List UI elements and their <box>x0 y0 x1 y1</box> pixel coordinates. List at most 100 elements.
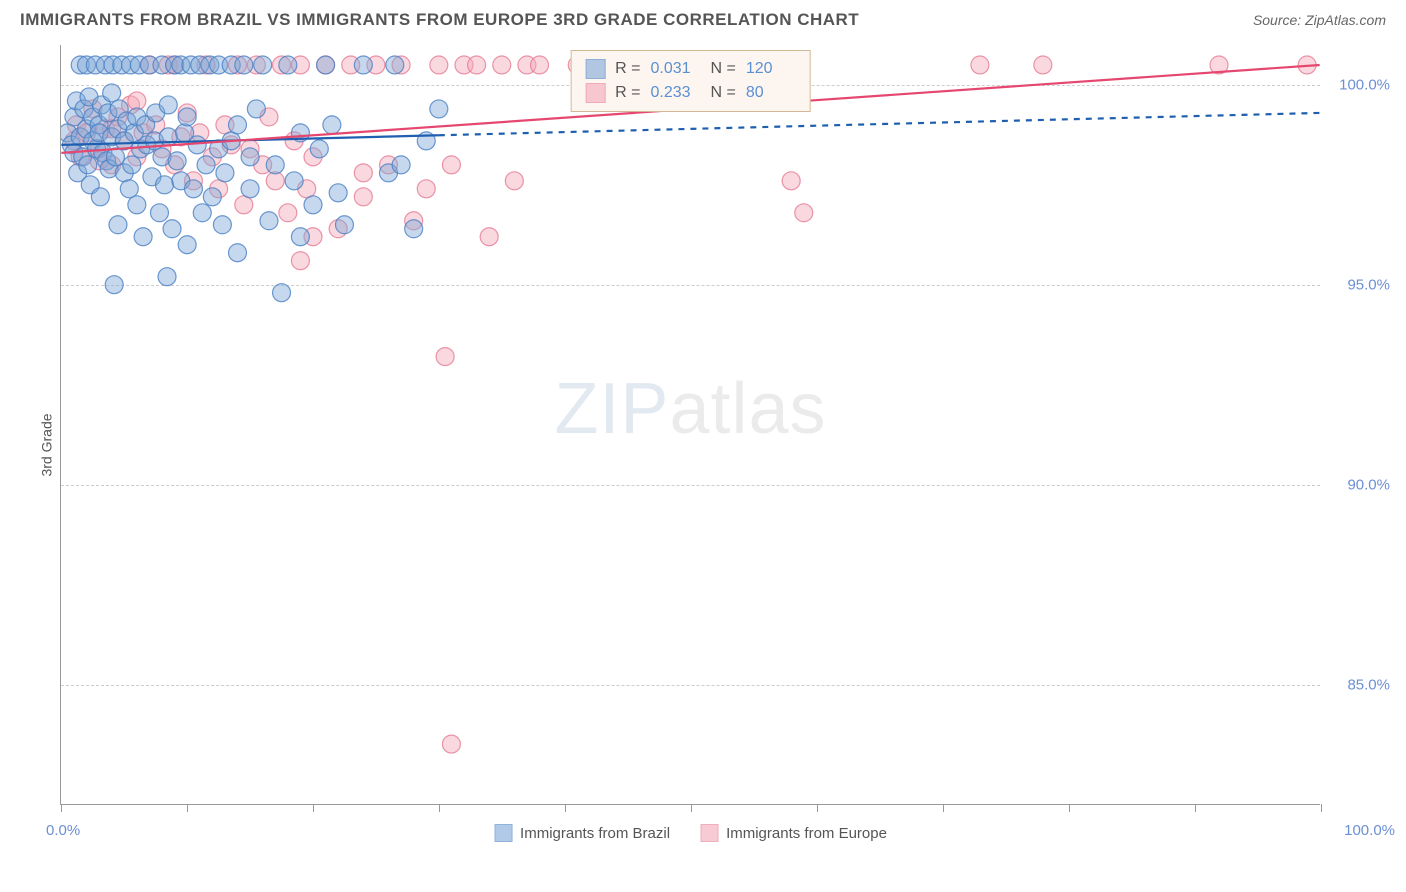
europe-point <box>285 132 303 150</box>
x-axis-max-label: 100.0% <box>1344 822 1395 839</box>
legend-item: Immigrants from Brazil <box>494 824 670 842</box>
europe-point <box>518 56 536 74</box>
x-axis-min-label: 0.0% <box>46 822 80 839</box>
brazil-point <box>260 212 278 230</box>
chart-source: Source: ZipAtlas.com <box>1253 12 1386 28</box>
brazil-point <box>93 96 111 114</box>
brazil-point <box>172 172 190 190</box>
europe-point <box>90 152 108 170</box>
europe-point <box>442 156 460 174</box>
brazil-point <box>354 56 372 74</box>
brazil-point <box>128 196 146 214</box>
brazil-point <box>184 180 202 198</box>
legend-n-label: N = <box>711 84 736 102</box>
y-tick-label: 90.0% <box>1347 477 1390 494</box>
brazil-point <box>88 140 106 158</box>
brazil-point <box>75 100 93 118</box>
europe-point <box>455 56 473 74</box>
europe-point <box>191 124 209 142</box>
y-tick-label: 85.0% <box>1347 677 1390 694</box>
europe-point <box>90 140 108 158</box>
brazil-point <box>84 132 102 150</box>
brazil-point <box>203 188 221 206</box>
brazil-point <box>125 124 143 142</box>
chart-title: IMMIGRANTS FROM BRAZIL VS IMMIGRANTS FRO… <box>20 10 859 30</box>
brazil-point <box>137 116 155 134</box>
brazil-point <box>78 120 96 138</box>
legend-stats-row: R =0.031N =120 <box>585 57 796 81</box>
brazil-point <box>229 244 247 262</box>
brazil-point <box>91 188 109 206</box>
europe-point <box>140 56 158 74</box>
europe-point <box>159 56 177 74</box>
brazil-point <box>120 180 138 198</box>
europe-point <box>782 172 800 190</box>
brazil-point <box>122 56 140 74</box>
brazil-point <box>159 96 177 114</box>
brazil-point <box>216 164 234 182</box>
watermark-atlas: atlas <box>669 369 826 449</box>
legend-item-label: Immigrants from Europe <box>726 825 887 842</box>
brazil-point <box>386 56 404 74</box>
brazil-point <box>130 56 148 74</box>
europe-point <box>241 140 259 158</box>
europe-point <box>122 96 140 114</box>
brazil-point <box>323 116 341 134</box>
europe-point <box>405 212 423 230</box>
europe-point <box>342 56 360 74</box>
europe-point <box>304 148 322 166</box>
europe-point <box>971 56 989 74</box>
watermark: ZIPatlas <box>554 368 826 450</box>
brazil-point <box>210 56 228 74</box>
trend-lines-layer <box>61 45 1320 804</box>
brazil-point <box>178 236 196 254</box>
europe-point <box>210 180 228 198</box>
brazil-point <box>222 132 240 150</box>
brazil-point <box>222 56 240 74</box>
brazil-point <box>178 108 196 126</box>
europe-point <box>329 220 347 238</box>
legend-n-label: N = <box>711 60 736 78</box>
europe-point <box>178 104 196 122</box>
europe-point <box>84 100 102 118</box>
europe-point <box>480 228 498 246</box>
brazil-point <box>140 56 158 74</box>
brazil-trendline-dashed <box>439 113 1320 135</box>
gridline <box>61 285 1320 286</box>
brazil-point <box>145 132 163 150</box>
europe-point <box>96 120 114 138</box>
brazil-point <box>147 104 165 122</box>
brazil-point <box>229 116 247 134</box>
europe-point <box>1298 56 1316 74</box>
europe-point <box>291 252 309 270</box>
brazil-point <box>392 156 410 174</box>
gridline <box>61 685 1320 686</box>
brazil-point <box>100 160 118 178</box>
brazil-point <box>103 84 121 102</box>
brazil-point <box>79 156 97 174</box>
europe-point <box>1210 56 1228 74</box>
brazil-point <box>163 220 181 238</box>
brazil-point <box>65 144 83 162</box>
brazil-point <box>168 152 186 170</box>
brazil-point <box>172 56 190 74</box>
brazil-point <box>335 216 353 234</box>
europe-point <box>380 156 398 174</box>
brazil-point <box>201 56 219 74</box>
europe-point <box>134 124 152 142</box>
legend-swatch-icon <box>494 824 512 842</box>
europe-point <box>103 120 121 138</box>
brazil-point <box>98 152 116 170</box>
brazil-point <box>254 56 272 74</box>
brazil-point <box>213 216 231 234</box>
brazil-point <box>90 124 108 142</box>
brazil-point <box>197 156 215 174</box>
europe-point <box>184 172 202 190</box>
brazil-point <box>241 180 259 198</box>
brazil-point <box>71 56 89 74</box>
brazil-point <box>123 156 141 174</box>
brazil-point <box>110 100 128 118</box>
brazil-point <box>150 204 168 222</box>
brazil-point <box>128 108 146 126</box>
x-tick <box>691 804 692 812</box>
